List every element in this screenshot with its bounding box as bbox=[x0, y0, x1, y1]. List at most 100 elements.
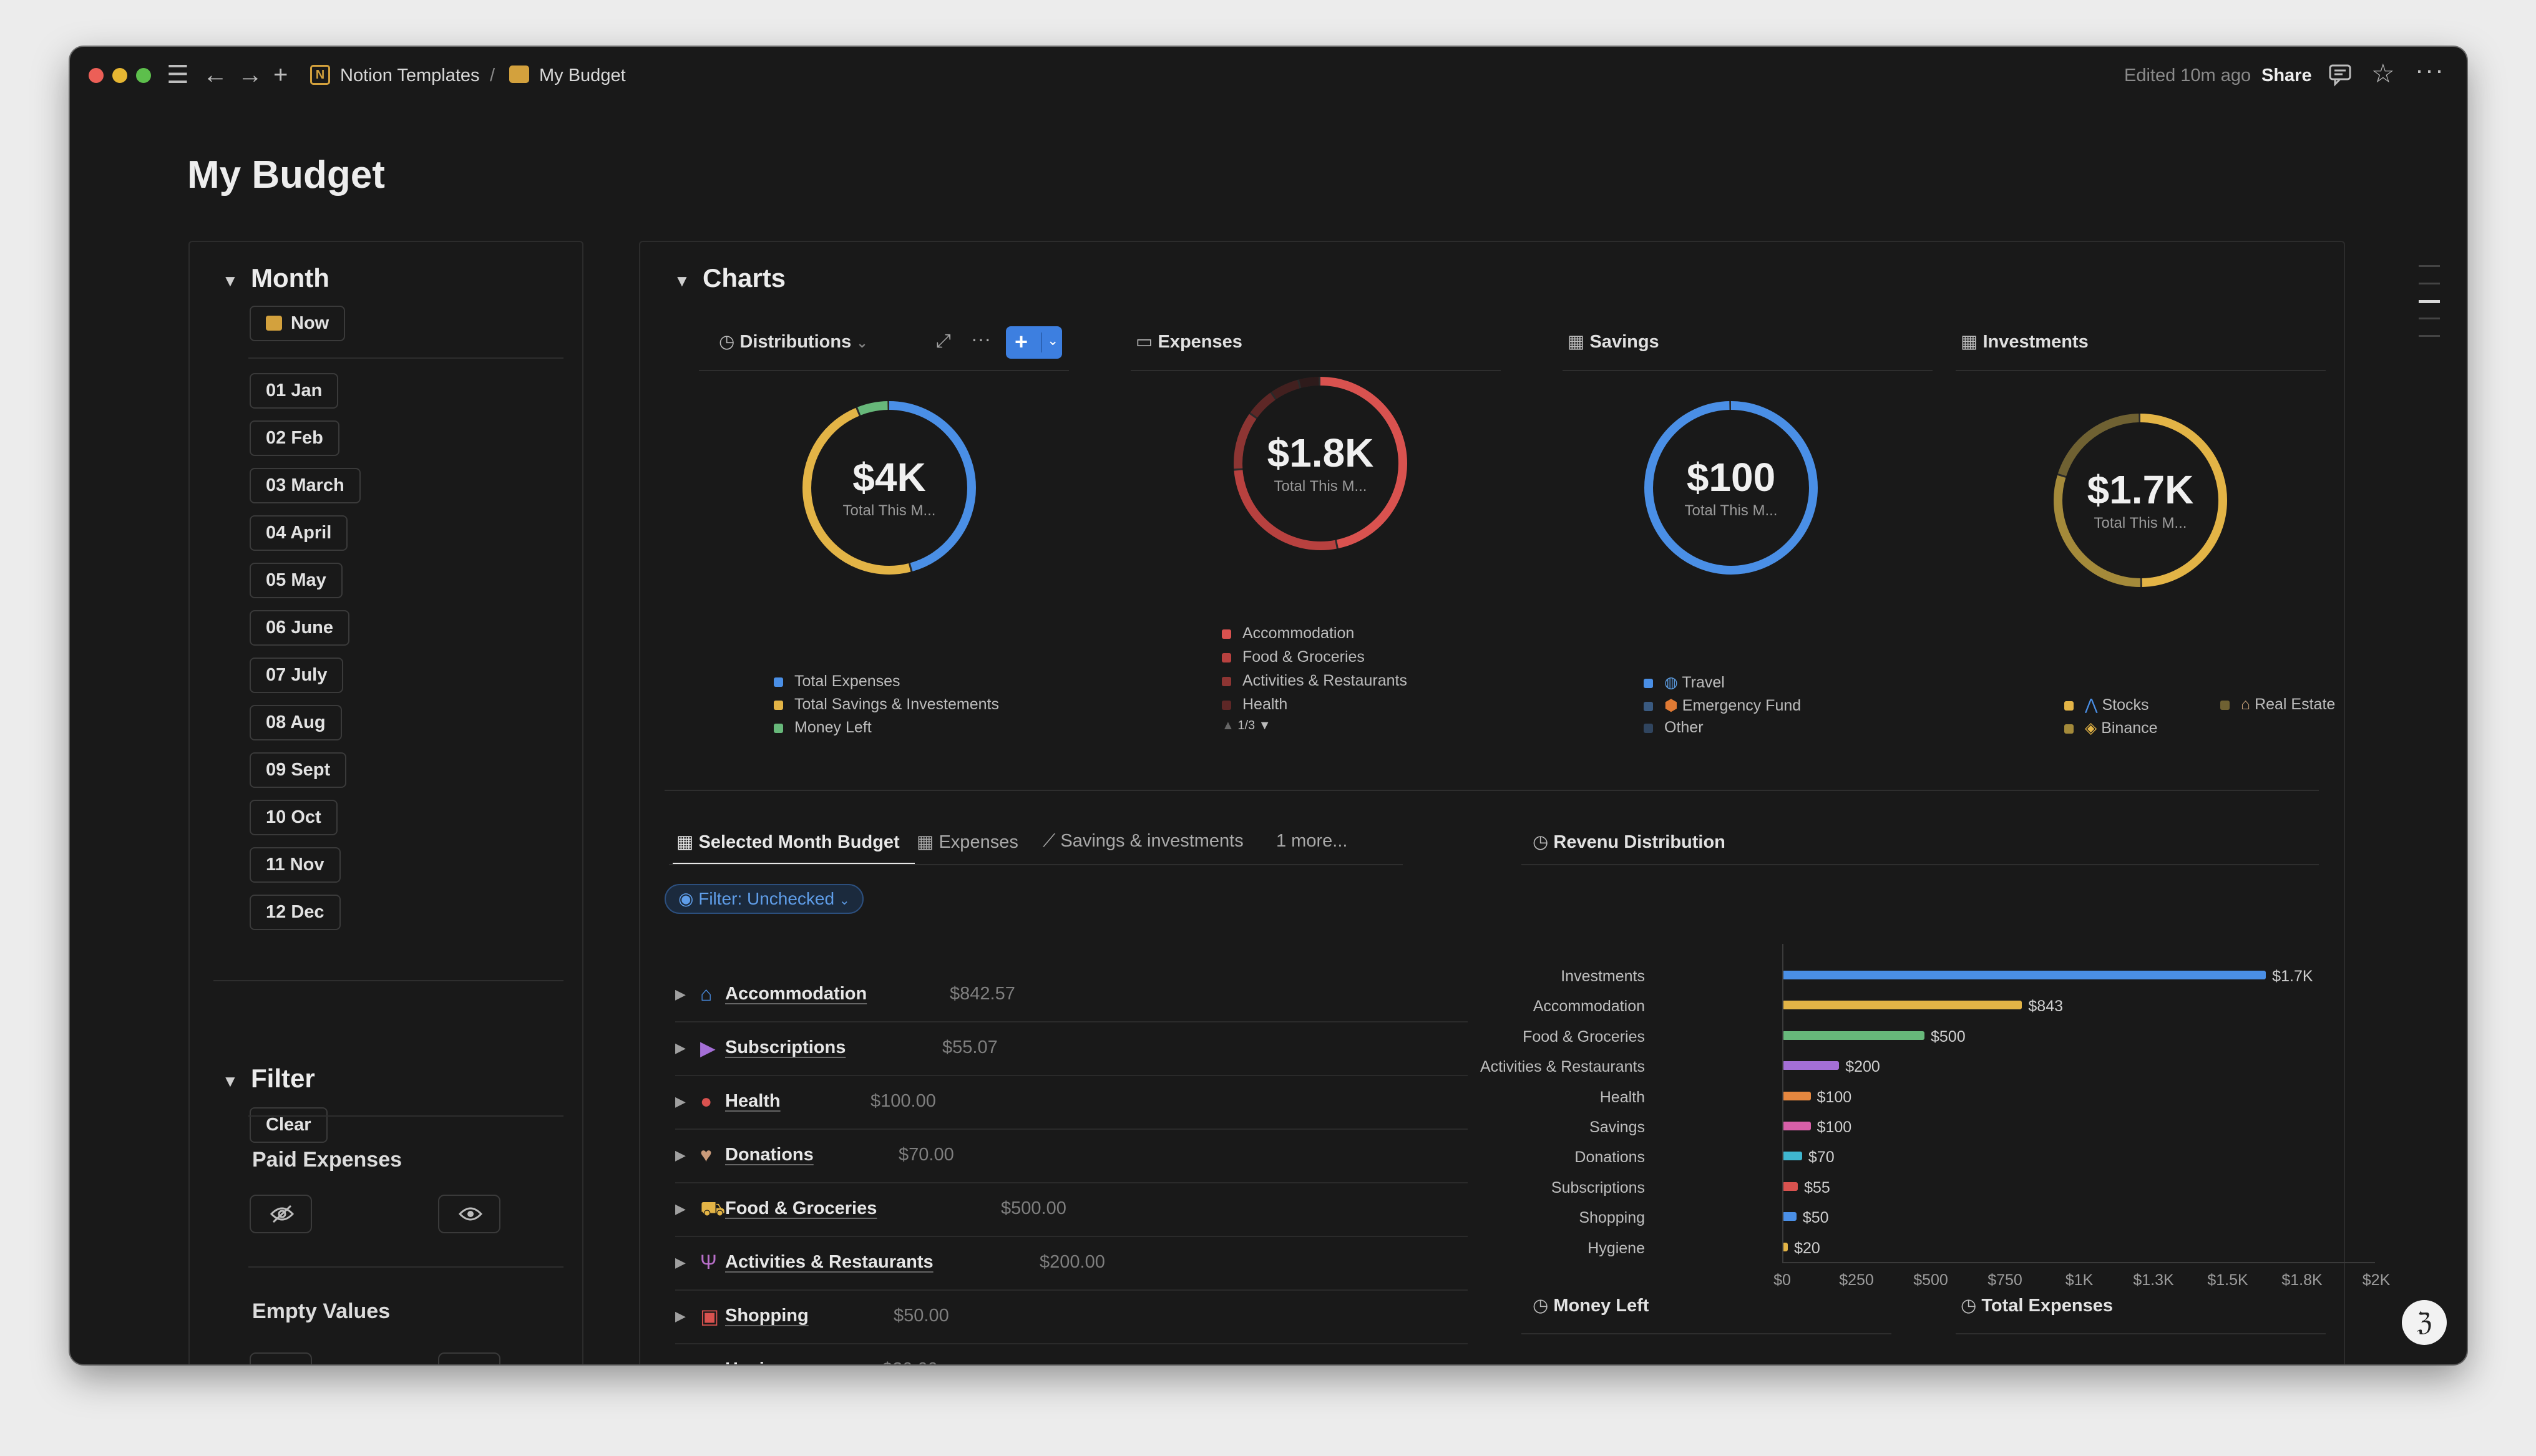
table-row[interactable]: ▶ Ψ Activities & Restaurants $200.00 bbox=[675, 1237, 1468, 1291]
minimize-window-button[interactable] bbox=[112, 68, 127, 83]
bar[interactable] bbox=[1782, 1152, 1802, 1161]
month-button[interactable]: 10 Oct bbox=[250, 800, 338, 835]
table-row[interactable]: ▶ ▶ Subscriptions $55.07 bbox=[675, 1022, 1468, 1076]
bar-value-label: $100 bbox=[1817, 1119, 1852, 1136]
bar[interactable] bbox=[1782, 1091, 1811, 1100]
month-button[interactable]: 06 June bbox=[250, 610, 349, 646]
favorite-star-icon[interactable]: ☆ bbox=[2371, 59, 2395, 88]
bar[interactable] bbox=[1782, 1061, 1840, 1070]
row-name[interactable]: Health bbox=[725, 1091, 781, 1111]
bar[interactable] bbox=[1782, 1182, 1798, 1191]
filter-toggle-icon[interactable]: ▼ bbox=[222, 1072, 238, 1090]
charts-toggle-icon[interactable]: ▼ bbox=[674, 271, 690, 290]
month-button[interactable]: 07 July bbox=[250, 658, 344, 693]
row-name[interactable]: Food & Groceries bbox=[725, 1198, 877, 1218]
month-button[interactable]: 01 Jan bbox=[250, 373, 339, 409]
bar-value-label: $20 bbox=[1794, 1239, 1820, 1257]
bar[interactable] bbox=[1782, 1001, 2022, 1010]
row-name[interactable]: Hygiene bbox=[725, 1359, 796, 1364]
month-toggle-icon[interactable]: ▼ bbox=[222, 271, 238, 290]
outline-marker[interactable] bbox=[2419, 335, 2440, 337]
clock-icon: ◷ bbox=[1961, 1296, 1977, 1316]
outline-marker-active[interactable] bbox=[2419, 300, 2440, 303]
hide-paid-button[interactable] bbox=[250, 1195, 312, 1233]
month-button[interactable]: 03 March bbox=[250, 468, 361, 503]
clear-filter-button[interactable]: Clear bbox=[250, 1107, 328, 1143]
table-row[interactable]: ▶ ⌂ Accommodation $842.57 bbox=[675, 969, 1468, 1022]
calendar-icon: ▦ bbox=[1961, 332, 1978, 352]
tab-distributions[interactable]: ◷ Distributions ⌄ bbox=[719, 332, 868, 352]
bar[interactable] bbox=[1782, 971, 2266, 979]
comment-icon[interactable] bbox=[2328, 62, 2353, 90]
expand-row-icon[interactable]: ▶ bbox=[675, 1147, 686, 1163]
breadcrumb-parent[interactable]: Notion Templates bbox=[340, 66, 480, 85]
eye-off-icon bbox=[270, 1205, 295, 1223]
share-button[interactable]: Share bbox=[2261, 66, 2312, 85]
tab-savings[interactable]: ▦ Savings bbox=[1568, 332, 1659, 352]
expand-row-icon[interactable]: ▶ bbox=[675, 1308, 686, 1324]
close-window-button[interactable] bbox=[89, 68, 104, 83]
notion-ai-button[interactable]: ℨ bbox=[2402, 1300, 2447, 1345]
tab-investments[interactable]: ▦ Investments bbox=[1961, 332, 2089, 352]
new-page-icon[interactable]: + bbox=[273, 61, 288, 89]
now-button[interactable]: Now bbox=[250, 306, 346, 341]
table-row[interactable]: ▶ ♥ Donations $70.00 bbox=[675, 1130, 1468, 1183]
outline-marker[interactable] bbox=[2419, 318, 2440, 319]
globe-icon: ◍ bbox=[1664, 674, 1678, 691]
table-row[interactable]: ▶ ✂ Hygiene $20.00 bbox=[675, 1344, 1468, 1364]
table-row[interactable]: ▶ ⛟ Food & Groceries $500.00 bbox=[675, 1183, 1468, 1237]
legend-money-left: Money Left bbox=[774, 719, 872, 737]
month-button[interactable]: 05 May bbox=[250, 563, 343, 598]
back-arrow-icon[interactable]: ← bbox=[203, 61, 228, 89]
bar[interactable] bbox=[1782, 1242, 1788, 1251]
month-button[interactable]: 08 Aug bbox=[250, 705, 342, 740]
row-name[interactable]: Accommodation bbox=[725, 984, 867, 1004]
expand-row-icon[interactable]: ▶ bbox=[675, 1255, 686, 1270]
tab-budget-expenses[interactable]: ▦ Expenses bbox=[917, 832, 1018, 852]
legend-pager[interactable]: ▲ 1/3 ▼ bbox=[1222, 719, 1271, 732]
investments-subtitle: Total This M... bbox=[2094, 515, 2187, 531]
sidebar-menu-icon[interactable]: ☰ bbox=[167, 61, 189, 89]
bar-category-label: Accommodation bbox=[1533, 997, 1645, 1016]
table-row[interactable]: ▶ ▣ Shopping $50.00 bbox=[675, 1291, 1468, 1344]
show-empty-button[interactable] bbox=[438, 1352, 500, 1364]
tab-savings-investments[interactable]: ⟋ Savings & investments bbox=[1043, 831, 1244, 851]
breadcrumb-current[interactable]: My Budget bbox=[539, 66, 626, 85]
outline-marker[interactable] bbox=[2419, 283, 2440, 284]
month-button[interactable]: 12 Dec bbox=[250, 895, 341, 930]
hide-empty-button[interactable] bbox=[250, 1352, 312, 1364]
new-chart-button[interactable]: + ⌄ bbox=[1006, 326, 1062, 359]
row-name[interactable]: Donations bbox=[725, 1145, 814, 1165]
bar[interactable] bbox=[1782, 1212, 1797, 1221]
row-name[interactable]: Activities & Restaurants bbox=[725, 1252, 934, 1272]
active-tab-indicator bbox=[673, 863, 915, 865]
expand-row-icon[interactable]: ▶ bbox=[675, 1040, 686, 1056]
month-button[interactable]: 04 April bbox=[250, 515, 348, 551]
expand-row-icon[interactable]: ▶ bbox=[675, 1362, 686, 1364]
month-button[interactable]: 09 Sept bbox=[250, 752, 347, 788]
show-paid-button[interactable] bbox=[438, 1195, 500, 1233]
zoom-window-button[interactable] bbox=[136, 68, 151, 83]
more-options-icon[interactable]: ··· bbox=[2415, 55, 2445, 84]
expand-row-icon[interactable]: ▶ bbox=[675, 986, 686, 1002]
row-amount: $50.00 bbox=[894, 1306, 949, 1326]
tab-selected-month-budget[interactable]: ▦ Selected Month Budget bbox=[676, 832, 900, 852]
forward-arrow-icon[interactable]: → bbox=[238, 61, 263, 89]
chart-more-icon[interactable]: ··· bbox=[971, 328, 991, 350]
bar[interactable] bbox=[1782, 1122, 1811, 1130]
expand-icon[interactable]: ⤢ bbox=[936, 331, 951, 351]
expand-row-icon[interactable]: ▶ bbox=[675, 1201, 686, 1216]
row-amount: $55.07 bbox=[942, 1037, 998, 1057]
month-button[interactable]: 11 Nov bbox=[250, 847, 341, 883]
now-label: Now bbox=[291, 313, 329, 333]
row-name[interactable]: Shopping bbox=[725, 1306, 809, 1326]
bar[interactable] bbox=[1782, 1031, 1924, 1040]
outline-marker[interactable] bbox=[2419, 265, 2440, 267]
tab-more[interactable]: 1 more... bbox=[1276, 831, 1348, 851]
table-row[interactable]: ▶ ● Health $100.00 bbox=[675, 1076, 1468, 1130]
row-name[interactable]: Subscriptions bbox=[725, 1037, 846, 1057]
filter-chip[interactable]: ◉ Filter: Unchecked ⌄ bbox=[665, 884, 864, 914]
expand-row-icon[interactable]: ▶ bbox=[675, 1094, 686, 1109]
month-button[interactable]: 02 Feb bbox=[250, 420, 339, 456]
tab-expenses[interactable]: ▭ Expenses bbox=[1136, 332, 1242, 352]
